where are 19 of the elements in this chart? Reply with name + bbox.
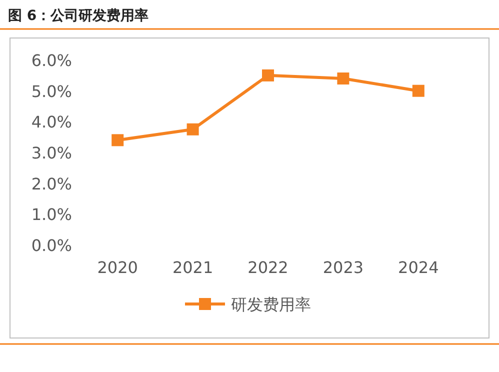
y-tick-label: 4.0% [31, 112, 72, 132]
x-tick-label: 2022 [248, 258, 288, 277]
x-tick-label: 2021 [172, 258, 214, 277]
x-tick-label: 2024 [398, 258, 439, 277]
x-tick-label: 2020 [97, 258, 138, 277]
legend-label: 研发费用率 [231, 295, 311, 314]
y-tick-label: 3.0% [31, 144, 72, 162]
y-tick-label: 2.0% [31, 174, 72, 194]
point [337, 72, 350, 84]
point [262, 69, 274, 82]
point [112, 134, 124, 146]
y-tick-label: 5.0% [31, 82, 72, 101]
x-tick-label: 2023 [322, 258, 364, 277]
y-tick-label: 0.0% [31, 236, 72, 255]
point [412, 84, 424, 97]
y-tick-label: 1.0% [31, 205, 72, 224]
y-tick-label: 6.0% [31, 51, 72, 70]
title: 图 6：公司研发费用率 [8, 8, 149, 24]
point [186, 123, 199, 136]
